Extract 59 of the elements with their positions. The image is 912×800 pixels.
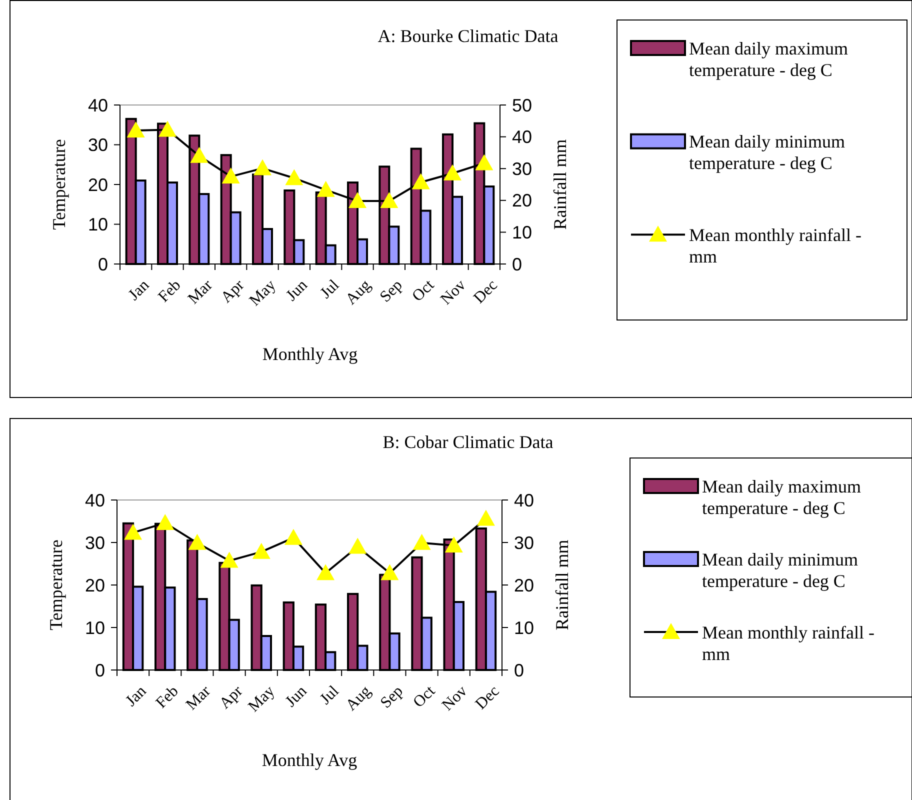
x-tick-label: Apr (216, 682, 247, 712)
legend-label: Mean daily minimum temperature - deg C (689, 132, 845, 174)
y2-tick-label: 30 (514, 532, 534, 553)
legend-label: Mean monthly rainfall - mm (689, 224, 862, 267)
x-tick-label: Jan (122, 682, 150, 710)
x-tick-label: Oct (410, 682, 439, 712)
x-tick-label: Feb (155, 276, 184, 306)
x-tick-label: Apr (218, 276, 248, 306)
y2-tick-label: 40 (514, 490, 534, 510)
y2-tick-label: 10 (512, 222, 532, 242)
y2-tick-label: 10 (514, 618, 534, 638)
y2-tick-label: 0 (512, 254, 522, 274)
y-tick-label: 30 (88, 135, 108, 156)
x-tick-label: Nov (439, 682, 471, 714)
x-tick-label: Jul (317, 682, 343, 708)
chart-title: A: Bourke Climatic Data (378, 26, 558, 46)
x-tick-label: Jul (317, 276, 343, 302)
legend-label: Mean monthly rainfall - mm (702, 622, 874, 664)
y2-tick-label: 50 (512, 95, 532, 116)
y-axis-title: Temperature (46, 540, 66, 630)
x-axis-title: Monthly Avg (262, 750, 358, 770)
x-tick-label: Mar (185, 276, 216, 308)
chart-title: B: Cobar Climatic Data (382, 432, 554, 452)
y-tick-label: 40 (84, 490, 105, 510)
y2-axis-title: Rainfall mm (550, 139, 570, 230)
y-tick-label: 10 (84, 618, 105, 638)
y2-tick-label: 0 (514, 660, 524, 680)
y2-tick-label: 30 (512, 158, 532, 179)
legend-label: Mean daily minimum temperature - deg C (702, 549, 858, 591)
x-tick-label: Dec (470, 276, 501, 307)
y-axis-title: Temperature (49, 139, 69, 230)
x-tick-label: Jun (282, 682, 310, 710)
x-tick-label: Dec (472, 682, 503, 713)
y2-tick-label: 20 (512, 190, 532, 211)
x-tick-label: Aug (342, 682, 374, 714)
x-tick-label: Sep (377, 682, 406, 712)
x-tick-label: Nov (438, 276, 470, 308)
x-tick-label: Sep (376, 276, 406, 306)
x-tick-label: Jun (283, 276, 311, 304)
y-tick-label: 10 (88, 214, 108, 235)
x-axis-title: Monthly Avg (262, 344, 358, 364)
y-tick-label: 0 (98, 254, 108, 274)
x-tick-label: Jan (125, 276, 153, 304)
y-tick-label: 30 (84, 532, 105, 553)
x-tick-label: May (245, 682, 278, 716)
x-tick-label: May (246, 276, 280, 310)
y-tick-label: 0 (94, 660, 105, 680)
y-tick-label: 40 (88, 95, 108, 116)
y-tick-label: 20 (88, 174, 108, 195)
y-tick-label: 20 (84, 575, 105, 596)
legend-label: Mean daily maximum temperature - deg C (702, 476, 861, 518)
x-tick-label: Aug (342, 276, 374, 308)
legend-label: Mean daily maximum temperature - deg C (689, 38, 848, 80)
y2-axis-title: Rainfall mm (552, 540, 572, 630)
x-tick-label: Oct (409, 276, 438, 306)
y2-tick-label: 20 (514, 575, 534, 596)
x-tick-label: Mar (183, 682, 214, 714)
y2-tick-label: 40 (512, 127, 532, 148)
x-tick-label: Feb (152, 682, 182, 712)
